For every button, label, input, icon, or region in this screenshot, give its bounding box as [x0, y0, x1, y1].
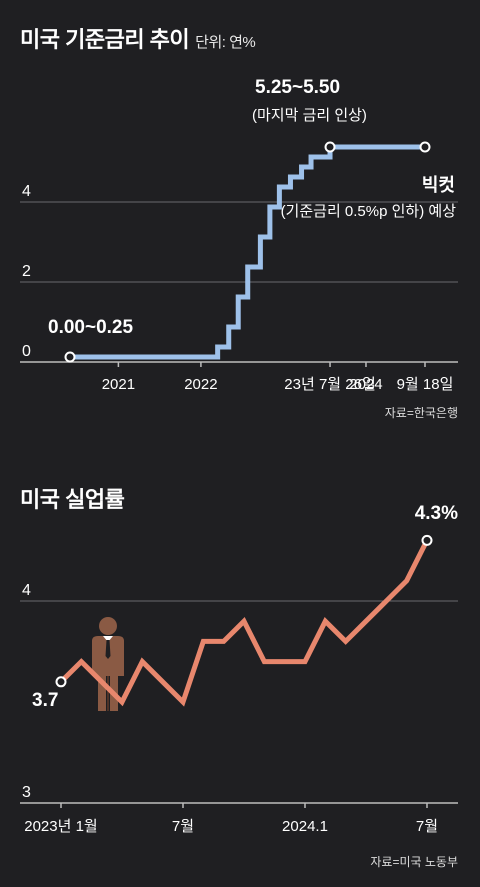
rate-grid: 0 2 4: [20, 183, 458, 360]
rate-chart-title: 미국 기준금리 추이 단위: 연%: [20, 22, 256, 54]
rate-y-tick-label: 4: [22, 183, 31, 200]
rate-x-tick-label: 9월 18일: [397, 376, 454, 393]
rate-chart-unit: 단위: 연%: [195, 34, 256, 51]
unemp-chart: 34 2023년 1월 7월 2024.1 7월 3.74.3%: [20, 503, 458, 835]
unemp-x-tick-label: 7월: [172, 818, 194, 835]
unemp-labels: 3.7 4.3%: [32, 503, 458, 711]
rate-x-tick-label: 23년 7월 26일: [284, 376, 375, 393]
rate-points: [64, 141, 431, 363]
unemp-end-label: 4.3%: [415, 503, 458, 524]
rate-peak-note: (마지막 금리 인상): [252, 107, 367, 124]
rate-labels: 0.00~0.25 5.25~5.50 (마지막 금리 인상) 빅컷 (기준금리 0.5…: [48, 77, 456, 338]
unemp-points: [55, 534, 433, 688]
unemp-x-axis: 2023년 1월 7월 2024.1 7월: [20, 802, 458, 835]
unemp-grid: 34: [20, 582, 458, 801]
unemp-source: 자료=미국 노동부: [370, 855, 458, 869]
rate-bigcut-label: 빅컷: [422, 175, 455, 195]
unemp-point-marker: [421, 534, 433, 546]
unemp-series-line: [59, 539, 430, 707]
unemp-chart-title: 미국 실업률: [20, 487, 125, 512]
rate-peak-label: 5.25~5.50: [255, 77, 340, 98]
unemp-y-tick-label: 3: [22, 784, 31, 801]
rate-point-marker: [324, 141, 336, 153]
unemp-point-marker: [55, 676, 67, 688]
rate-x-tick-label: 2021: [102, 376, 135, 393]
unemp-start-label: 3.7: [32, 690, 58, 711]
rate-start-label: 0.00~0.25: [48, 317, 133, 338]
unemp-x-tick-label: 2023년 1월: [24, 818, 97, 835]
rate-chart-title-text: 미국 기준금리 추이: [20, 27, 190, 52]
rate-series-line: [70, 144, 425, 360]
rate-bigcut-note: (기준금리 0.5%p 인하) 예상: [281, 203, 457, 220]
unemp-x-tick-label: 2024.1: [282, 818, 328, 835]
rate-source: 자료=한국은행: [384, 406, 458, 420]
rate-x-tick-label: 2022: [184, 376, 217, 393]
rate-y-tick-label: 2: [22, 263, 31, 280]
rate-point-marker: [64, 351, 76, 363]
rate-y-tick-label: 0: [22, 343, 31, 360]
rate-x-tick-label: 2024: [349, 376, 382, 393]
unemp-y-tick-label: 4: [22, 582, 31, 599]
unemp-x-tick-label: 7월: [416, 818, 438, 835]
rate-point-marker: [419, 141, 431, 153]
